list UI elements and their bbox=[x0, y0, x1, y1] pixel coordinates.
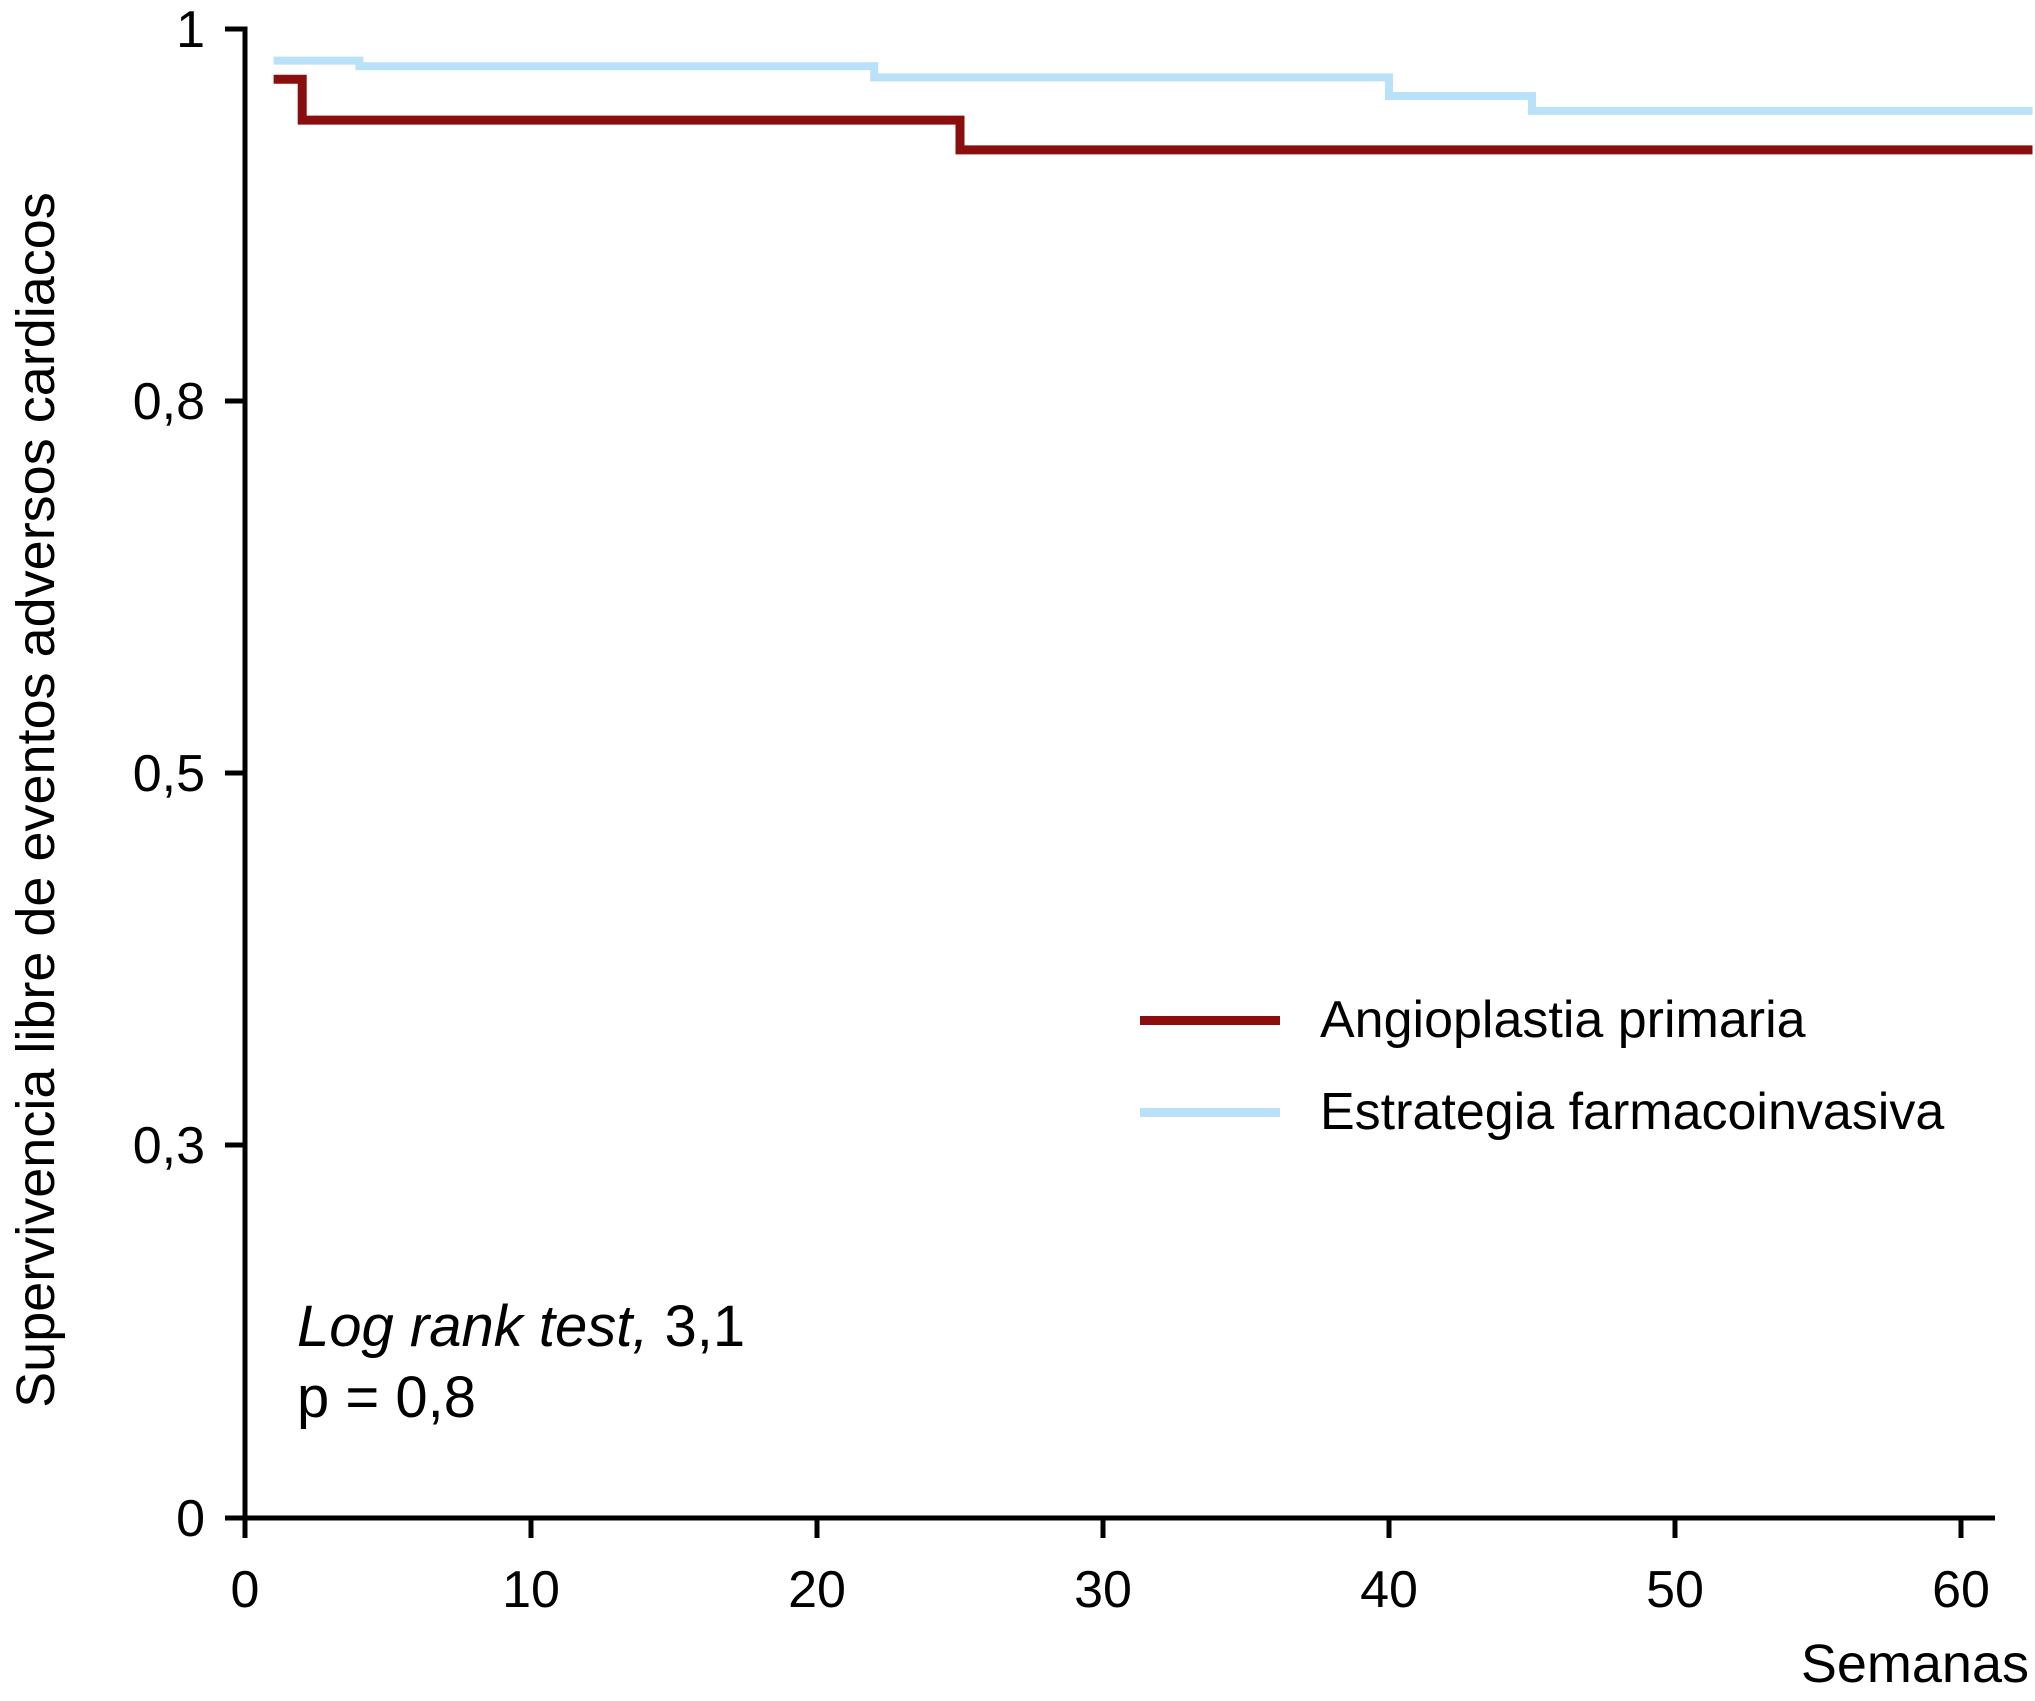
y-tick-label-0,5: 0,5 bbox=[133, 745, 205, 803]
log-rank-test-label: Log rank test, bbox=[297, 1294, 649, 1359]
x-tick-label-40: 40 bbox=[1360, 1561, 1418, 1619]
y-axis-title: Supervivencia libre de eventos adversos … bbox=[6, 192, 66, 1408]
axes: 1 0,8 0,5 0,3 00 10 20 30 40 50 60 bbox=[133, 1, 1995, 1619]
curve-angioplastia-primaria bbox=[273, 74, 2033, 155]
legend: Angioplastia primaria Estrategia farmaco… bbox=[1140, 989, 1944, 1173]
legend-swatch-farmacoinvasiva-line bbox=[1140, 1107, 1280, 1117]
y-tick-label-0,3: 0,3 bbox=[133, 1117, 205, 1175]
legend-item-farmacoinvasiva: Estrategia farmacoinvasiva bbox=[1140, 1081, 1944, 1143]
x-tick-label-60: 60 bbox=[1932, 1561, 1990, 1619]
p-value-line: p = 0,8 bbox=[297, 1365, 476, 1430]
log-rank-annotation: Log rank test, 3,1 p = 0,8 bbox=[297, 1291, 745, 1433]
y-tick-label-0,8: 0,8 bbox=[133, 373, 205, 431]
legend-label-farmacoinvasiva: Estrategia farmacoinvasiva bbox=[1320, 1083, 1945, 1141]
x-tick-label-10: 10 bbox=[502, 1561, 560, 1619]
x-tick-label-30: 30 bbox=[1074, 1561, 1132, 1619]
y-tick-label-0: 0 bbox=[176, 1490, 205, 1548]
x-tick-label-0: 0 bbox=[231, 1561, 260, 1619]
x-tick-label-50: 50 bbox=[1646, 1561, 1704, 1619]
log-rank-test-value: 3,1 bbox=[648, 1294, 746, 1359]
x-axis-title: Semanas bbox=[1800, 1634, 2029, 1694]
legend-item-angioplastia: Angioplastia primaria bbox=[1140, 989, 1944, 1051]
x-tick-label-20: 20 bbox=[788, 1561, 846, 1619]
y-tick-label-1: 1 bbox=[176, 1, 205, 59]
legend-swatch-angioplastia-line bbox=[1140, 1015, 1280, 1025]
curve-estrategia-farmacoinvasiva bbox=[273, 56, 2033, 115]
survival-curves bbox=[273, 56, 2033, 155]
legend-label-angioplastia: Angioplastia primaria bbox=[1320, 991, 1806, 1049]
log-rank-line: Log rank test, 3,1 bbox=[297, 1291, 745, 1362]
